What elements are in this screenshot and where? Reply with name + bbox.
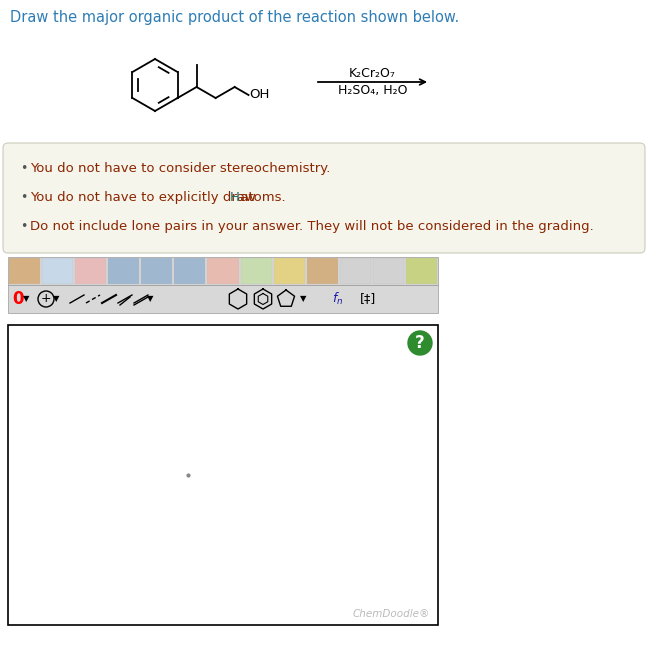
Text: You do not have to explicitly draw: You do not have to explicitly draw [30,191,260,204]
Text: •: • [20,220,27,233]
Bar [373,258,404,284]
Bar [240,258,272,284]
Bar [8,257,438,285]
Bar [8,325,438,625]
Text: H₂SO₄, H₂O: H₂SO₄, H₂O [338,84,408,97]
Text: +: + [41,292,51,306]
Text: ▼: ▼ [53,295,59,304]
Bar [75,258,106,284]
Text: •: • [20,162,27,175]
Text: Do not include lone pairs in your answer. They will not be considered in the gra: Do not include lone pairs in your answer… [30,220,593,233]
Bar [109,258,139,284]
Circle shape [408,331,432,355]
Text: K₂Cr₂O₇: K₂Cr₂O₇ [349,67,396,80]
Bar [8,285,438,313]
FancyBboxPatch shape [3,143,645,253]
Bar [174,258,205,284]
Text: You do not have to consider stereochemistry.: You do not have to consider stereochemis… [30,162,330,175]
Text: $\mathit{f_n}$: $\mathit{f_n}$ [332,291,344,307]
Bar [9,258,40,284]
Text: ▼: ▼ [147,295,153,304]
Text: 0: 0 [12,290,24,308]
Text: ?: ? [415,334,425,352]
Text: atoms.: atoms. [236,191,285,204]
Text: ▼: ▼ [23,295,29,304]
Text: Draw the major organic product of the reaction shown below.: Draw the major organic product of the re… [10,10,460,25]
Bar [340,258,371,284]
Text: OH: OH [250,88,270,101]
Bar [141,258,172,284]
Text: ChemDoodle®: ChemDoodle® [352,609,430,619]
Bar [42,258,73,284]
Text: •: • [20,191,27,204]
Text: ▼: ▼ [300,295,306,304]
Bar [406,258,437,284]
Text: [‡]: [‡] [360,292,376,306]
Bar [307,258,338,284]
Bar [207,258,239,284]
Text: H: H [230,191,240,204]
Bar [274,258,305,284]
